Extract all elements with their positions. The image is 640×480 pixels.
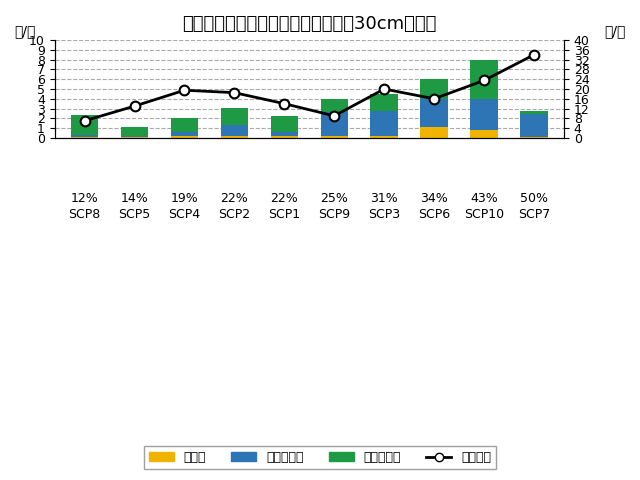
Bar (171, 136, 198, 138)
Bar (371, 136, 398, 138)
Bar (121, 137, 148, 138)
Title: 地がき区の更新本数とササの本数（30cm以上）: 地がき区の更新本数とササの本数（30cm以上） (182, 15, 436, 33)
Bar (520, 110, 548, 114)
Text: 43%: 43% (470, 192, 498, 204)
Text: 本/㎡: 本/㎡ (605, 24, 626, 38)
Text: 22%: 22% (221, 192, 248, 204)
Text: 31%: 31% (371, 192, 398, 204)
Text: 25%: 25% (321, 192, 348, 204)
Bar (271, 116, 298, 132)
Text: 本/㎡: 本/㎡ (14, 24, 35, 38)
Bar (121, 127, 148, 136)
Bar (121, 136, 148, 137)
Text: SCP5: SCP5 (118, 208, 150, 221)
Bar (420, 127, 448, 138)
Bar (321, 99, 348, 112)
Bar (71, 115, 99, 135)
Text: SCP6: SCP6 (418, 208, 450, 221)
Bar (71, 135, 99, 137)
Text: 19%: 19% (171, 192, 198, 204)
Text: 22%: 22% (271, 192, 298, 204)
Bar (420, 99, 448, 127)
Bar (221, 125, 248, 136)
Bar (71, 137, 99, 138)
Text: 12%: 12% (71, 192, 99, 204)
Text: 34%: 34% (420, 192, 448, 204)
Text: SCP4: SCP4 (168, 208, 200, 221)
Bar (171, 119, 198, 132)
Text: SCP3: SCP3 (368, 208, 400, 221)
Text: SCP9: SCP9 (318, 208, 350, 221)
Text: SCP1: SCP1 (268, 208, 300, 221)
Text: SCP7: SCP7 (518, 208, 550, 221)
Bar (371, 94, 398, 111)
Bar (321, 112, 348, 136)
Bar (470, 60, 498, 99)
Text: 14%: 14% (121, 192, 148, 204)
Bar (420, 79, 448, 99)
Text: SCP8: SCP8 (68, 208, 100, 221)
Bar (470, 130, 498, 138)
Bar (171, 132, 198, 136)
Bar (221, 108, 248, 125)
Bar (271, 132, 298, 136)
Bar (520, 114, 548, 137)
Bar (271, 136, 298, 138)
Text: SCP10: SCP10 (464, 208, 504, 221)
Legend: 中間種, 遷移初期種, 遷移後期種, ササ本数: 中間種, 遷移初期種, 遷移後期種, ササ本数 (144, 446, 496, 469)
Bar (221, 136, 248, 138)
Bar (321, 136, 348, 138)
Bar (470, 99, 498, 130)
Text: SCP2: SCP2 (218, 208, 250, 221)
Bar (371, 111, 398, 136)
Text: 50%: 50% (520, 192, 548, 204)
Bar (520, 137, 548, 138)
